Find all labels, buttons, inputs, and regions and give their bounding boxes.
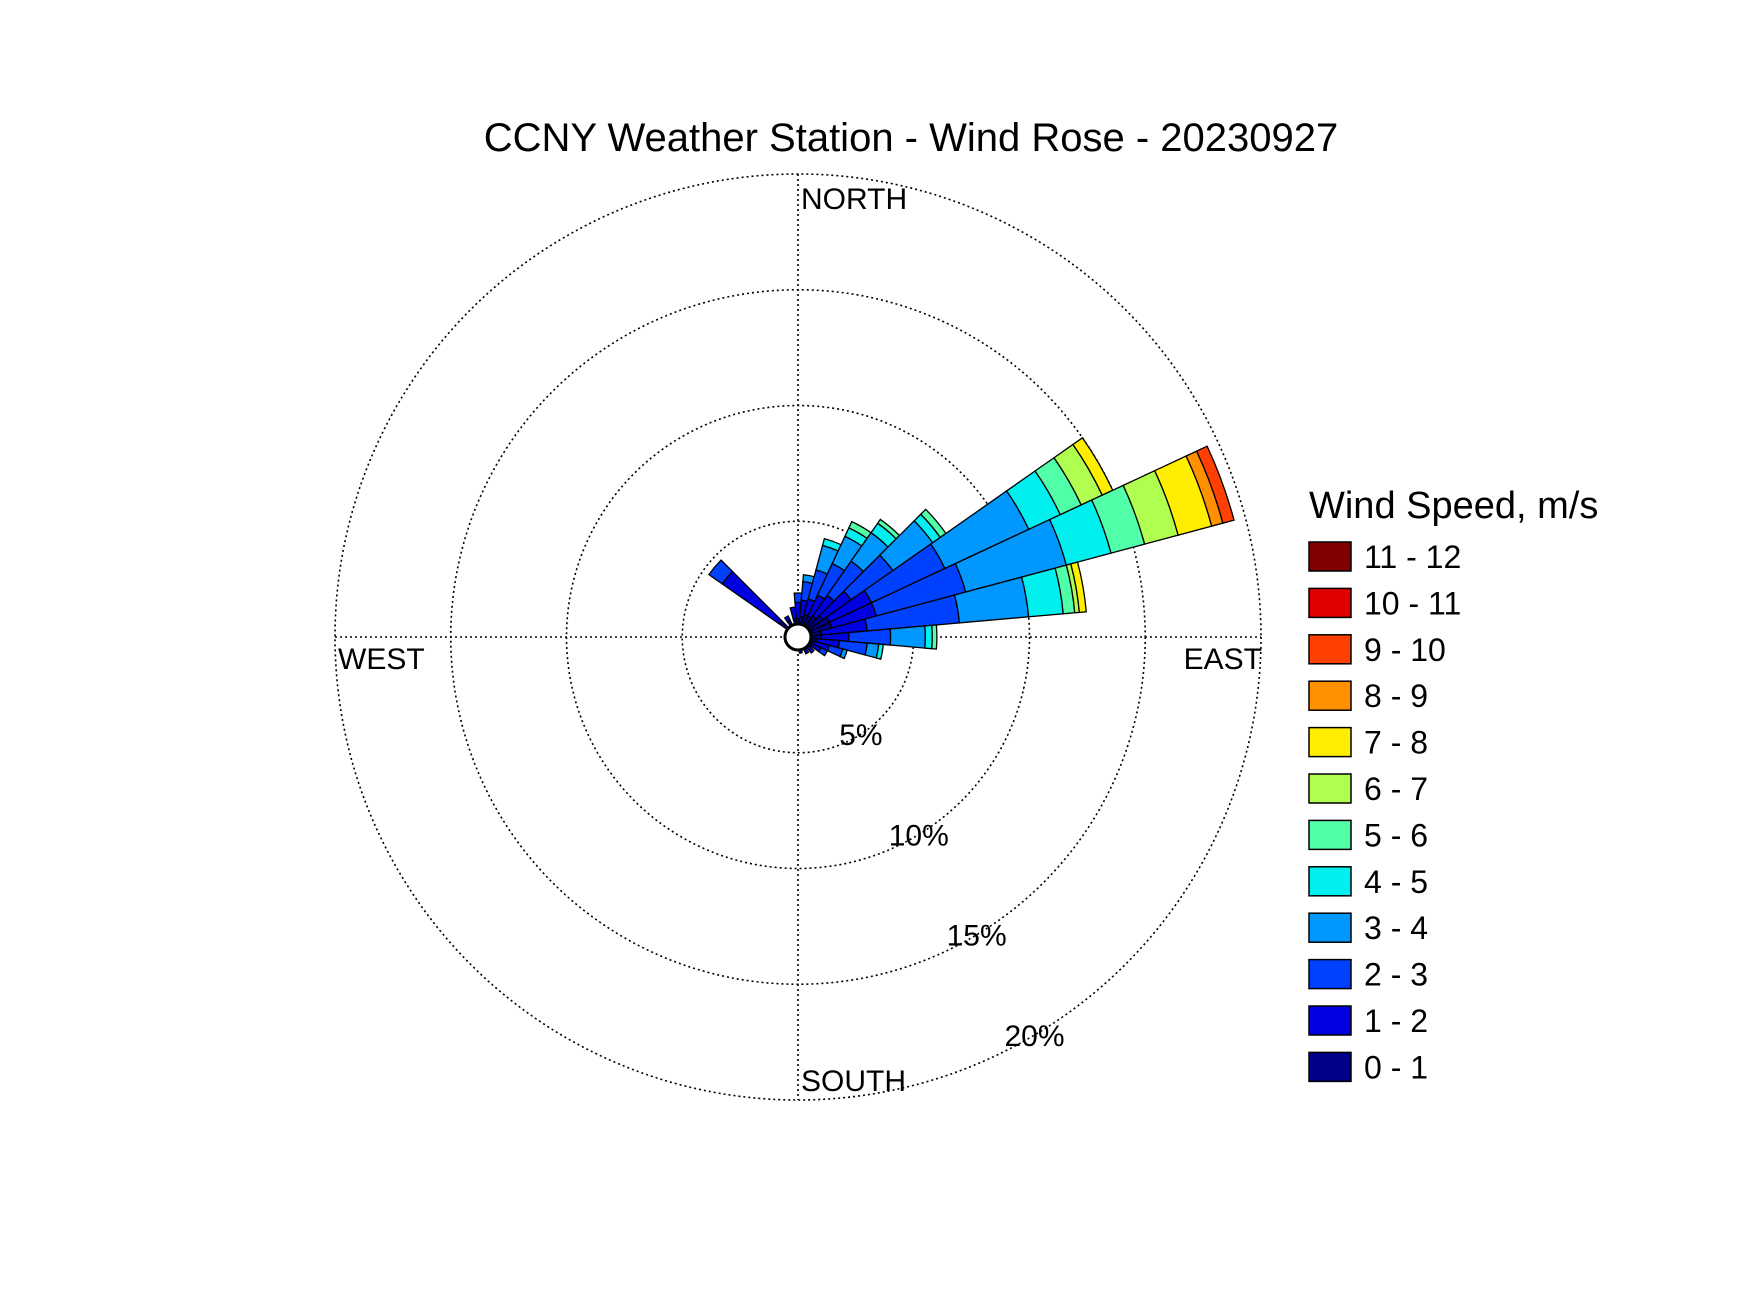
legend-title: Wind Speed, m/s	[1309, 485, 1598, 527]
west-label: WEST	[338, 643, 425, 676]
legend-swatch-5	[1308, 773, 1352, 804]
ring-labels: 5% 10% 15% 20%	[839, 719, 1064, 1053]
sector-90-bin-5	[931, 624, 938, 650]
sector-310-bin-2	[707, 559, 734, 585]
polar-grid	[334, 173, 1262, 1101]
east-label: EAST	[1184, 643, 1262, 676]
legend-label-9: 2 - 3	[1364, 957, 1428, 993]
legend-label-8: 3 - 4	[1364, 910, 1428, 946]
legend-label-11: 0 - 1	[1364, 1049, 1428, 1085]
legend-swatch-11	[1308, 1051, 1352, 1083]
legend-label-3: 8 - 9	[1364, 678, 1428, 714]
sector-90-bin-3	[889, 625, 926, 649]
wind-sectors	[707, 436, 1235, 660]
ring-label-10: 10%	[889, 819, 949, 852]
sector-110-bin-3	[839, 648, 848, 660]
legend-label-4: 7 - 8	[1364, 725, 1428, 761]
north-label: NORTH	[801, 183, 907, 216]
sector-100-bin-4	[875, 643, 885, 660]
legend-swatch-7	[1308, 866, 1352, 897]
legend-label-5: 6 - 7	[1364, 771, 1428, 807]
sector-120-bin-2	[817, 646, 829, 657]
legend-swatch-8	[1308, 912, 1352, 943]
legend-swatch-6	[1308, 819, 1352, 851]
calm-center-circle	[783, 622, 813, 652]
legend-label-0: 11 - 12	[1364, 539, 1461, 575]
legend-swatch-0	[1308, 541, 1352, 572]
legend-label-6: 5 - 6	[1364, 817, 1428, 853]
legend-label-1: 10 - 11	[1364, 585, 1461, 621]
legend: Wind Speed, m/s 11 - 12 10 - 11 9 - 10 8 - …	[1308, 485, 1598, 1085]
ring-label-5: 5%	[839, 719, 882, 752]
sector-70-bin-9	[1195, 445, 1235, 524]
sector-310-bin-1	[721, 570, 783, 625]
legend-label-10: 1 - 2	[1364, 1003, 1428, 1039]
legend-swatch-4	[1308, 726, 1352, 758]
legend-swatch-2	[1308, 634, 1352, 665]
sector-90-bin-4	[924, 624, 933, 650]
legend-swatch-1	[1308, 587, 1352, 619]
legend-label-2: 9 - 10	[1364, 632, 1446, 668]
legend-label-7: 4 - 5	[1364, 864, 1428, 900]
south-label: SOUTH	[801, 1065, 906, 1098]
legend-swatch-9	[1308, 958, 1352, 990]
ring-label-15: 15%	[947, 920, 1007, 953]
chart-title: CCNY Weather Station - Wind Rose - 20230…	[484, 116, 1339, 160]
sector-80-bin-7	[1070, 561, 1087, 614]
legend-swatch-10	[1308, 1005, 1352, 1036]
ring-label-20: 20%	[1004, 1020, 1064, 1053]
sector-330-bin-1	[783, 615, 792, 623]
legend-swatch-3	[1308, 680, 1352, 711]
